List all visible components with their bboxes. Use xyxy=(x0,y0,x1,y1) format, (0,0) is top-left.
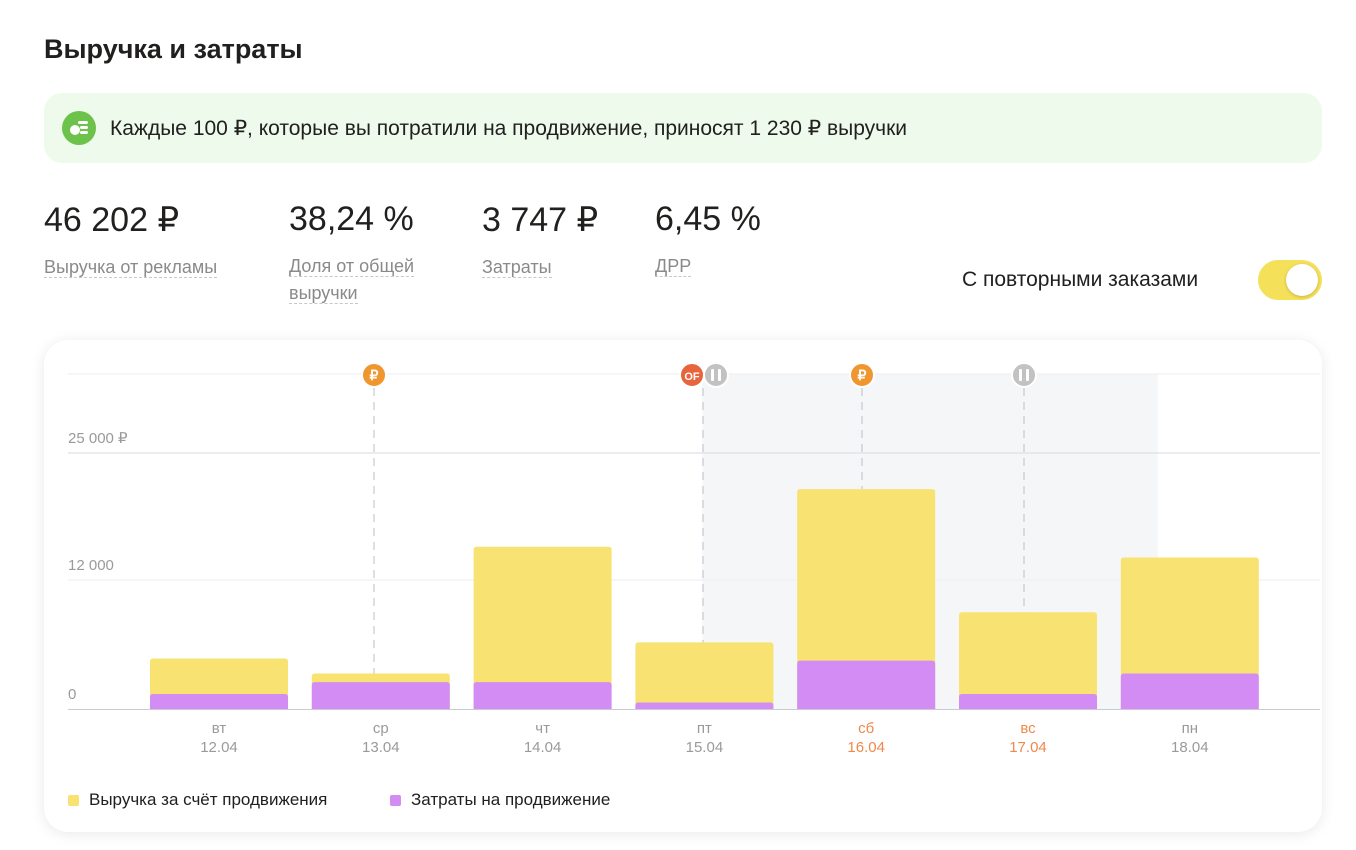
x-tick-date: 15.04 xyxy=(686,739,724,756)
revenue-bar xyxy=(473,546,612,709)
x-tick-day: сб xyxy=(858,720,874,737)
y-tick-label: 0 xyxy=(68,686,76,703)
cost-bar xyxy=(150,693,288,709)
repeat-orders-label: С повторными заказами xyxy=(962,268,1199,291)
banner-text: Каждые 100 ₽, которые вы потратили на пр… xyxy=(110,116,908,140)
cost-bar xyxy=(1120,673,1259,709)
metric-drr: 6,45 % ДРР xyxy=(655,200,761,280)
marker-label: ₽ xyxy=(370,367,379,383)
x-tick-date: 12.04 xyxy=(200,739,238,756)
coins-icon xyxy=(62,111,96,145)
metric-value: 3 747 ₽ xyxy=(482,201,599,239)
page-title: Выручка и затраты xyxy=(44,34,303,64)
cost-bar xyxy=(311,682,450,709)
toggle-knob xyxy=(1286,264,1318,296)
y-tick-label: 25 000 ₽ xyxy=(68,430,128,447)
x-tick-date: 13.04 xyxy=(362,739,400,756)
metric-value: 6,45 % xyxy=(655,200,761,238)
metric-label[interactable]: Доля от общей выручки xyxy=(289,256,415,304)
metric-value: 38,24 % xyxy=(289,200,414,238)
roi-banner: Каждые 100 ₽, которые вы потратили на пр… xyxy=(44,93,1322,163)
x-tick-day: вс xyxy=(1020,720,1036,737)
repeat-orders-toggle[interactable] xyxy=(1258,260,1322,300)
legend-swatch xyxy=(390,794,401,806)
marker-label: ₽ xyxy=(858,367,867,383)
cost-bar xyxy=(959,693,1097,709)
legend-swatch xyxy=(68,794,79,806)
legend-costs: Затраты на продвижение xyxy=(390,790,610,810)
cost-bar xyxy=(473,682,612,709)
x-tick-day: ср xyxy=(373,720,389,737)
ruble-marker-icon xyxy=(361,362,387,388)
revenue-bar xyxy=(797,489,936,709)
pause-marker-icon xyxy=(703,362,729,388)
ruble-marker-icon xyxy=(849,362,875,388)
x-tick-day: пт xyxy=(697,720,712,737)
revenue-bar xyxy=(959,612,1097,709)
pause-bar xyxy=(711,369,714,381)
x-tick-day: вт xyxy=(212,720,227,737)
metric-share: 38,24 % Доля от общей выручки xyxy=(289,200,434,307)
metric-label[interactable]: Выручка от рекламы xyxy=(44,257,218,278)
pause-bar xyxy=(1026,369,1029,381)
legend-label: Затраты на продвижение xyxy=(411,790,611,809)
metric-value: 46 202 ₽ xyxy=(44,201,180,239)
x-tick-date: 18.04 xyxy=(1171,739,1209,756)
x-tick-date: 17.04 xyxy=(1009,739,1047,756)
x-tick-day: чт xyxy=(535,720,550,737)
metric-label[interactable]: ДРР xyxy=(655,256,692,277)
pause-marker-icon xyxy=(1011,362,1037,388)
legend-revenue: Выручка за счёт продвижения xyxy=(68,790,327,810)
cost-bar xyxy=(797,660,936,709)
y-tick-label: 12 000 xyxy=(68,557,114,574)
marker-label: OF xyxy=(684,371,700,383)
legend-label: Выручка за счёт продвижения xyxy=(89,790,328,809)
metric-label[interactable]: Затраты xyxy=(482,257,552,278)
revenue-bar xyxy=(1120,557,1259,709)
x-tick-date: 16.04 xyxy=(847,739,885,756)
cost-bar xyxy=(635,702,774,709)
x-tick-date: 14.04 xyxy=(524,739,562,756)
metric-ad-revenue: 46 202 ₽ Выручка от рекламы xyxy=(44,200,244,281)
pause-bar xyxy=(1019,369,1022,381)
pause-bar xyxy=(718,369,721,381)
metric-costs: 3 747 ₽ Затраты xyxy=(482,200,598,281)
revenue-bar xyxy=(635,642,774,709)
x-tick-day: пн xyxy=(1182,720,1198,737)
